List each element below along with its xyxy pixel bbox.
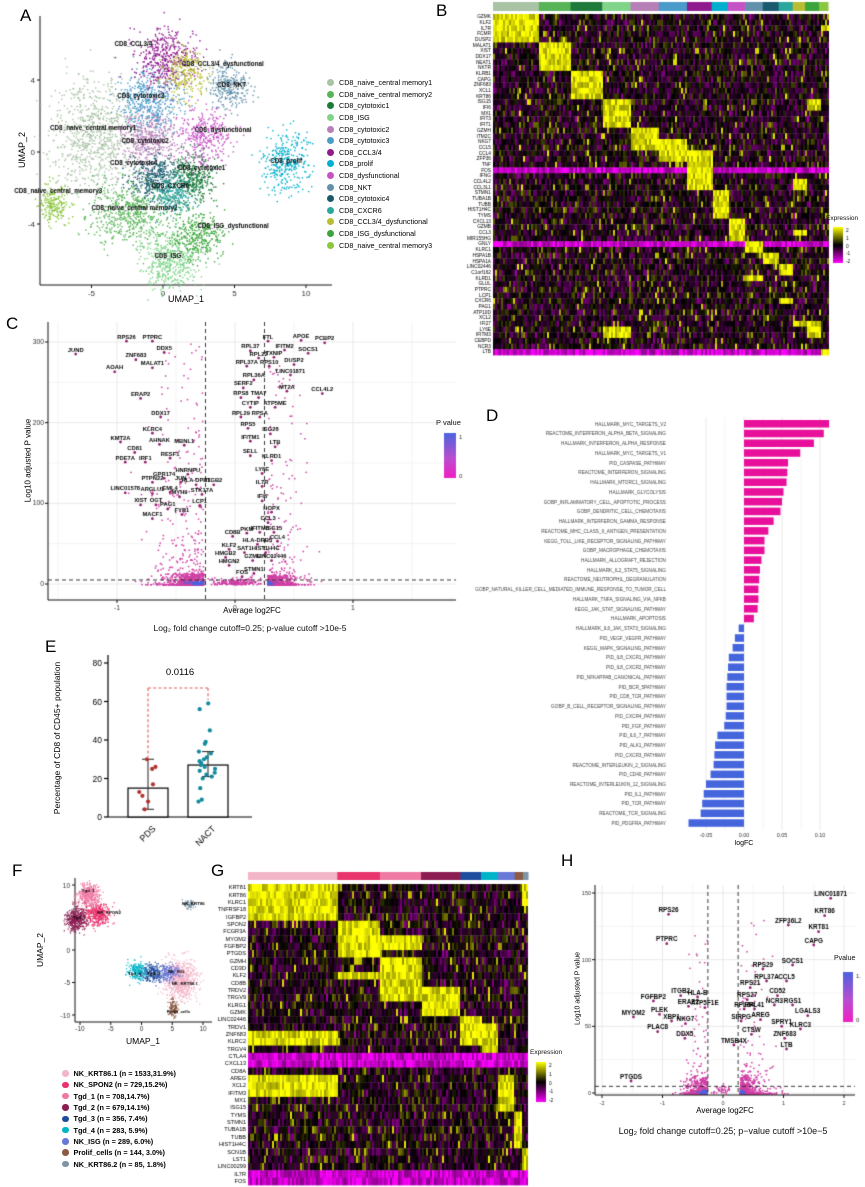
figure: A B C D E F G H UMAP_1 UMAP_2 Average lo… xyxy=(0,0,865,1187)
figure-canvas xyxy=(0,0,865,1187)
